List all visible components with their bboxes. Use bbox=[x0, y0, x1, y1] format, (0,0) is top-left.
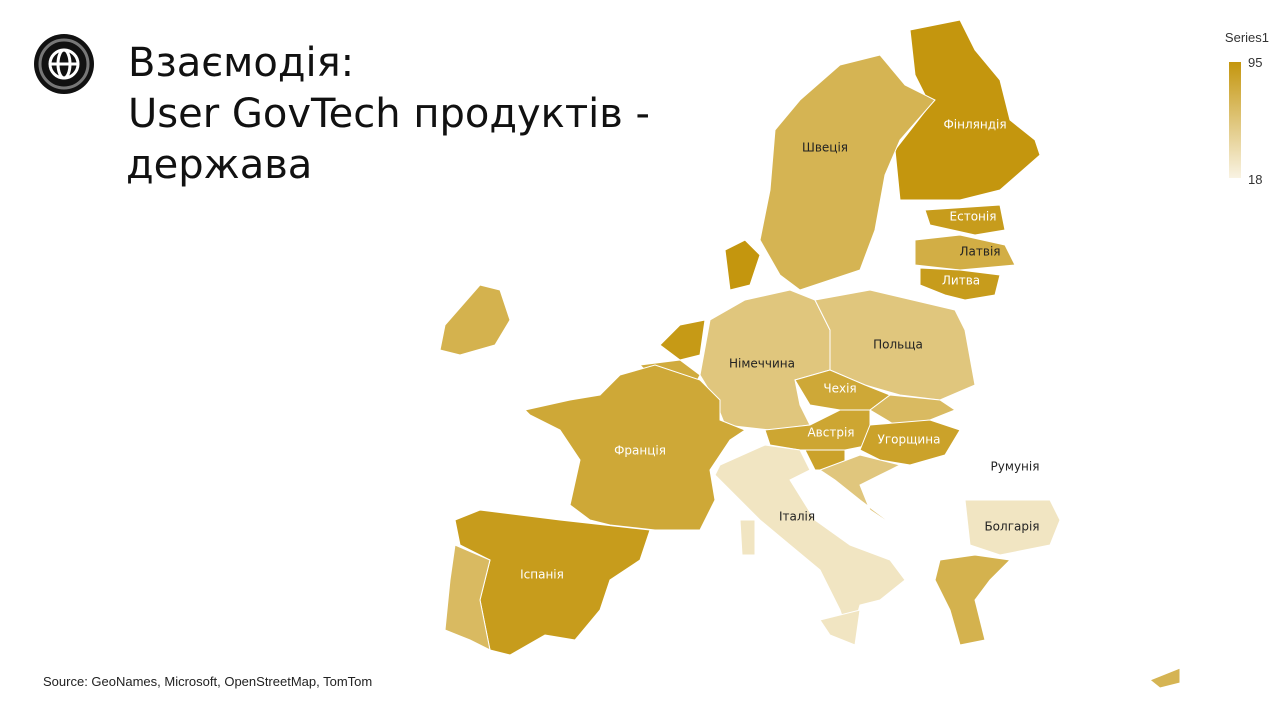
region-label: Швеція bbox=[802, 141, 848, 155]
region bbox=[819, 609, 861, 646]
title-line: держава bbox=[126, 142, 312, 188]
region-label: Угорщина bbox=[878, 433, 941, 447]
region-label: Італія bbox=[779, 510, 815, 524]
region-label: Латвія bbox=[960, 245, 1001, 259]
region-label: Болгарія bbox=[984, 520, 1039, 534]
region bbox=[524, 364, 747, 531]
region-label: Румунія bbox=[991, 460, 1040, 474]
region-label: Чехія bbox=[823, 382, 856, 396]
region-label: Іспанія bbox=[520, 568, 564, 582]
region-label: Литва bbox=[942, 274, 980, 288]
region-label: Естонія bbox=[950, 210, 997, 224]
legend-bar bbox=[1229, 62, 1241, 178]
region bbox=[739, 519, 756, 556]
title-line: Взаємодія: bbox=[128, 40, 354, 86]
logo bbox=[34, 34, 94, 94]
legend-min: 18 bbox=[1248, 172, 1262, 187]
region bbox=[1149, 667, 1181, 689]
region-label: Фінляндія bbox=[943, 118, 1006, 132]
region-label: Польща bbox=[873, 338, 923, 352]
map: Фінляндія Швеція Естонія Латвія Литва Німеччи… bbox=[439, 19, 1181, 689]
region bbox=[964, 499, 1061, 556]
region bbox=[724, 239, 761, 291]
region bbox=[818, 454, 902, 531]
region-label: Австрія bbox=[807, 426, 854, 440]
region bbox=[924, 204, 1006, 236]
legend-title: Series1 bbox=[1225, 30, 1269, 45]
region bbox=[934, 554, 1012, 646]
source: Source: GeoNames, Microsoft, OpenStreetM… bbox=[43, 674, 372, 689]
legend: Series1 95 18 bbox=[1225, 30, 1269, 187]
region-label: Німеччина bbox=[729, 357, 795, 371]
title-line: User GovTech продуктів - bbox=[128, 91, 650, 137]
region bbox=[439, 284, 511, 356]
legend-max: 95 bbox=[1248, 55, 1262, 70]
region bbox=[914, 234, 1016, 271]
region bbox=[444, 544, 491, 651]
region bbox=[659, 319, 706, 361]
region bbox=[759, 54, 936, 291]
region bbox=[859, 419, 961, 466]
region-label: Франція bbox=[614, 444, 666, 458]
region bbox=[919, 267, 1001, 301]
region bbox=[714, 444, 906, 642]
